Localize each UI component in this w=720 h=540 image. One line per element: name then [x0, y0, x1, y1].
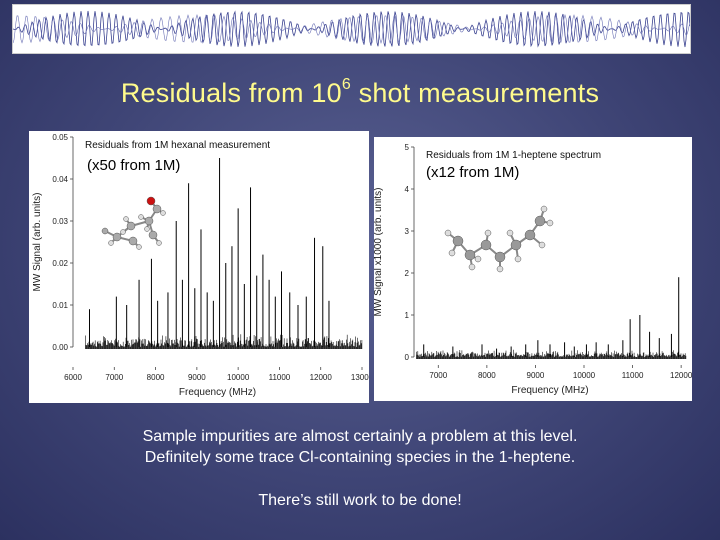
atom — [160, 210, 166, 216]
x-axis-title: Frequency (MHz) — [179, 387, 256, 398]
caption-line-2: Definitely some trace Cl-containing spec… — [144, 449, 576, 466]
atom — [144, 226, 150, 232]
atom — [120, 229, 126, 235]
y-tick-label: 5 — [405, 143, 410, 152]
caption-line-3: There’s still work to be done! — [258, 492, 462, 509]
x-tick-label: 7000 — [429, 371, 447, 380]
y-tick-label: 0.04 — [52, 175, 68, 184]
x-tick-label: 7000 — [105, 373, 123, 382]
atom — [494, 251, 506, 263]
y-tick-label: 0 — [405, 353, 410, 362]
title-superscript: 6 — [341, 76, 351, 93]
hexanal-scale-label: (x50 from 1M) — [87, 157, 181, 174]
y-tick-label: 1 — [405, 311, 410, 320]
atom — [156, 240, 162, 246]
slide-caption: Sample impurities are almost certainly a… — [0, 426, 720, 511]
atom — [484, 229, 492, 237]
atom — [480, 239, 492, 251]
atom — [514, 255, 522, 263]
x-tick-label: 13000 — [351, 373, 369, 382]
plot-title: Residuals from 1M 1-heptene spectrum — [426, 150, 601, 161]
waveform-banner — [12, 10, 691, 48]
atom — [474, 255, 482, 263]
atom — [452, 235, 464, 247]
hexanal-molecule-icon — [101, 196, 166, 250]
atom — [136, 244, 142, 250]
heptene-molecule-icon — [444, 205, 554, 273]
heptene-chart-svg: Residuals from 1M 1-heptene spectrum 0 1 2 3… — [374, 143, 692, 396]
x-tick-label: 9000 — [188, 373, 206, 382]
slide-title: Residuals from 106 shot measurements — [0, 76, 720, 109]
title-text: Residuals from 10 — [120, 78, 342, 108]
heptene-scale-label: (x12 from 1M) — [426, 164, 520, 181]
banner-wave — [12, 10, 691, 48]
banner-wave-2 — [12, 13, 691, 45]
atom — [538, 241, 546, 249]
plot-title: Residuals from 1M hexanal measurement — [85, 140, 270, 151]
title-text-after: shot measurements — [350, 78, 600, 108]
hexanal-residuals-plot: Residuals from 1M hexanal measurement 0.0… — [29, 131, 369, 403]
atom — [138, 214, 144, 220]
y-tick-label: 2 — [405, 269, 410, 278]
x-tick-label: 11000 — [622, 371, 644, 380]
y-axis-title: MW Signal x1000 (arb. units) — [374, 188, 384, 317]
x-tick-label: 6000 — [64, 373, 82, 382]
x-tick-label: 10000 — [227, 373, 250, 382]
atom — [524, 229, 536, 241]
atom — [126, 221, 136, 231]
atom — [546, 219, 554, 227]
y-tick-label: 0.02 — [52, 259, 68, 268]
atom — [128, 236, 138, 246]
x-tick-label: 12000 — [670, 371, 692, 380]
atom — [448, 249, 456, 257]
atom — [108, 240, 114, 246]
atom — [148, 230, 158, 240]
noise-trace — [416, 349, 687, 359]
atom — [534, 215, 546, 227]
atom — [444, 229, 452, 237]
y-tick-label: 0.03 — [52, 217, 68, 226]
atom — [101, 227, 109, 235]
hexanal-chart-svg: Residuals from 1M hexanal measurement 0.0… — [32, 133, 369, 398]
atom — [540, 205, 548, 213]
y-axis-title: MW Signal (arb. units) — [32, 193, 43, 292]
x-tick-label: 9000 — [527, 371, 545, 380]
atom — [468, 263, 476, 271]
y-tick-label: 3 — [405, 227, 410, 236]
x-tick-label: 8000 — [478, 371, 496, 380]
y-tick-label: 0.05 — [52, 133, 68, 142]
atom — [144, 216, 154, 226]
atom — [506, 229, 514, 237]
atom — [510, 239, 522, 251]
x-axis-title: Frequency (MHz) — [511, 385, 588, 396]
x-tick-label: 12000 — [310, 373, 333, 382]
x-tick-label: 10000 — [573, 371, 596, 380]
y-tick-label: 4 — [405, 185, 410, 194]
oxygen-atom — [146, 196, 156, 206]
header-banner-graphic — [12, 4, 691, 54]
y-tick-label: 0.00 — [52, 343, 68, 352]
atom — [464, 249, 476, 261]
x-tick-label: 8000 — [147, 373, 165, 382]
atom — [123, 216, 129, 222]
atom — [152, 204, 162, 214]
x-tick-label: 11000 — [269, 373, 291, 382]
atom — [112, 232, 122, 242]
y-tick-label: 0.01 — [52, 301, 68, 310]
caption-line-1: Sample impurities are almost certainly a… — [142, 428, 578, 445]
atom — [496, 265, 504, 273]
heptene-residuals-plot: Residuals from 1M 1-heptene spectrum 0 1 2 3… — [374, 137, 692, 401]
